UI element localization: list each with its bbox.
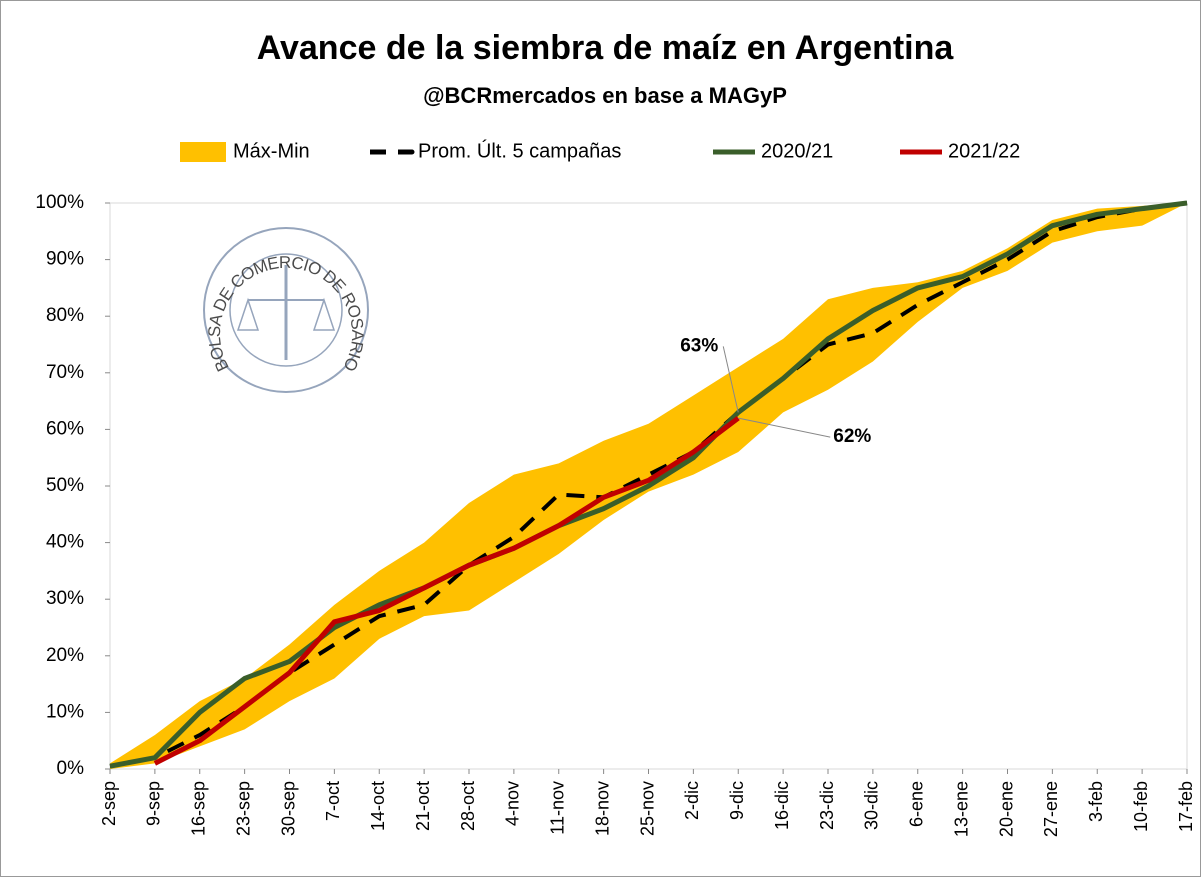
x-tick-label: 27-ene xyxy=(1041,781,1061,837)
x-tick-label: 17-feb xyxy=(1176,781,1196,832)
y-tick-label: 20% xyxy=(46,645,84,666)
legend-label: 2020/21 xyxy=(761,140,833,162)
x-tick-label: 2-sep xyxy=(99,781,119,826)
y-tick-label: 80% xyxy=(46,305,84,326)
x-tick-label: 2-dic xyxy=(682,781,702,820)
x-tick-label: 16-sep xyxy=(189,781,209,836)
x-tick-label: 10-feb xyxy=(1131,781,1151,832)
legend-label: 2021/22 xyxy=(948,140,1020,162)
y-tick-label: 0% xyxy=(57,758,85,779)
legend-marker xyxy=(409,149,415,155)
y-tick-label: 30% xyxy=(46,588,84,609)
x-tick-label: 7-oct xyxy=(323,781,343,821)
y-tick-label: 90% xyxy=(46,249,84,270)
y-tick-label: 70% xyxy=(46,362,84,383)
x-tick-label: 4-nov xyxy=(503,781,523,826)
leader-line xyxy=(722,346,739,413)
x-tick-label: 23-dic xyxy=(817,781,837,830)
series-line xyxy=(153,416,740,766)
y-tick-label: 40% xyxy=(46,532,84,553)
data-label: 62% xyxy=(833,426,871,447)
series-line xyxy=(109,201,1188,769)
x-tick-label: 6-ene xyxy=(907,781,927,827)
x-tick-label: 14-oct xyxy=(368,781,388,831)
x-tick-label: 25-nov xyxy=(637,781,657,836)
chart-subtitle: @BCRmercados en base a MAGyP xyxy=(423,83,787,108)
legend-swatch xyxy=(180,142,226,162)
logo-pans xyxy=(236,297,336,331)
x-tick-label: 30-dic xyxy=(862,781,882,830)
x-tick-label: 3-feb xyxy=(1086,781,1106,822)
x-tick-label: 23-sep xyxy=(233,781,253,836)
x-tick-label: 28-oct xyxy=(458,781,478,831)
series-line xyxy=(109,200,1188,769)
x-tick-label: 18-nov xyxy=(592,781,612,836)
data-label: 63% xyxy=(680,335,718,356)
legend-label: Máx-Min xyxy=(233,140,310,162)
leader-line xyxy=(738,417,831,438)
y-tick-label: 10% xyxy=(46,701,84,722)
y-tick-label: 60% xyxy=(46,418,84,439)
x-tick-label: 30-sep xyxy=(278,781,298,836)
x-tick-label: 9-sep xyxy=(144,781,164,826)
x-tick-label: 16-dic xyxy=(772,781,792,830)
x-tick-label: 11-nov xyxy=(548,781,568,835)
x-tick-label: 20-ene xyxy=(996,781,1016,837)
legend-label: Prom. Últ. 5 campañas xyxy=(418,139,621,162)
logo-ring xyxy=(229,253,343,367)
logo-ring xyxy=(203,227,369,393)
chart-title: Avance de la siembra de maíz en Argentin… xyxy=(257,29,955,67)
x-tick-label: 9-dic xyxy=(727,781,747,820)
x-tick-label: 13-ene xyxy=(951,781,971,837)
y-tick-label: 50% xyxy=(46,475,84,496)
y-tick-label: 100% xyxy=(35,192,84,213)
x-tick-label: 21-oct xyxy=(413,781,433,831)
